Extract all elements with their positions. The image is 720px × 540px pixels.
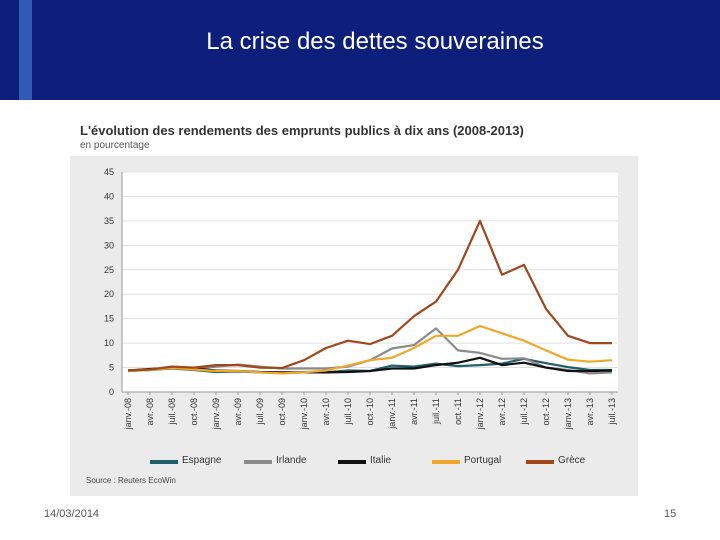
plot-area bbox=[122, 172, 618, 392]
series-line-portugal bbox=[127, 324, 613, 375]
x-tick-label: avr.-13 bbox=[585, 398, 595, 426]
y-tick-label: 45 bbox=[104, 167, 114, 177]
x-tick-label: janv.-12 bbox=[475, 398, 485, 430]
x-tick-label: juil.-13 bbox=[607, 398, 617, 426]
x-tick-label: juil.-12 bbox=[519, 398, 529, 426]
y-tick-label: 5 bbox=[109, 363, 114, 373]
y-tick-label: 20 bbox=[104, 289, 114, 299]
legend-label: Irlande bbox=[276, 455, 307, 466]
x-tick-label: janv.-13 bbox=[563, 398, 573, 430]
chart-legend: Espagne Irlande Italie Portugal Grèce bbox=[150, 455, 620, 469]
legend-swatch bbox=[338, 460, 366, 464]
x-tick-label: oct.-09 bbox=[277, 398, 287, 426]
legend-label: Espagne bbox=[182, 455, 222, 466]
y-tick-label: 15 bbox=[104, 314, 114, 324]
x-tick-label: janv.-08 bbox=[123, 398, 133, 430]
x-tick-label: avr.-10 bbox=[321, 398, 331, 426]
x-tick-label: janv.-10 bbox=[299, 398, 309, 430]
x-tick-label: juil.-11 bbox=[431, 398, 441, 425]
x-tick-label: oct.-08 bbox=[189, 398, 199, 426]
x-tick-label: juil.-09 bbox=[255, 398, 265, 426]
line-chart: 0 5 10 15 20 25 30 35 40 45 janv.-08 avr.-08 juil.-0… bbox=[104, 167, 618, 430]
slide-date: 14/03/2014 bbox=[44, 508, 100, 520]
slide-header bbox=[0, 0, 720, 100]
header-accent-bar bbox=[19, 0, 32, 100]
y-tick-label: 0 bbox=[109, 387, 114, 397]
x-tick-label: avr.-09 bbox=[233, 398, 243, 426]
legend-swatch bbox=[244, 460, 272, 464]
x-tick-label: janv.-09 bbox=[211, 398, 221, 430]
y-tick-label: 35 bbox=[104, 216, 114, 226]
legend-label: Italie bbox=[370, 455, 392, 466]
chart-subtitle: en pourcentage bbox=[80, 140, 150, 151]
x-tick-label: juil.-10 bbox=[343, 398, 353, 426]
x-tick-label: oct.-10 bbox=[365, 398, 375, 426]
x-tick-label: oct.-11 bbox=[453, 398, 463, 425]
x-tick-label: avr.-11 bbox=[409, 398, 419, 425]
series-line-grece bbox=[127, 219, 612, 372]
chart-figure: L'évolution des rendements des emprunts … bbox=[70, 118, 638, 496]
x-tick-label: avr.-08 bbox=[145, 398, 155, 426]
x-tick-label: oct.-12 bbox=[541, 398, 551, 426]
legend-swatch bbox=[432, 460, 460, 464]
y-tick-label: 30 bbox=[104, 240, 114, 250]
legend-label: Grèce bbox=[558, 455, 586, 466]
legend-swatch bbox=[526, 460, 554, 464]
slide-page-number: 15 bbox=[664, 508, 677, 520]
x-tick-label: janv.-11 bbox=[387, 398, 397, 430]
y-tick-label: 40 bbox=[104, 191, 114, 201]
y-tick-label: 25 bbox=[104, 265, 114, 275]
x-tick-label: avr.-12 bbox=[497, 398, 507, 426]
legend-swatch bbox=[150, 460, 178, 464]
chart-source: Source : Reuters EcoWin bbox=[86, 476, 176, 485]
legend-label: Portugal bbox=[464, 455, 502, 466]
x-tick-label: juil.-08 bbox=[167, 398, 177, 426]
chart-title: L'évolution des rendements des emprunts … bbox=[80, 123, 524, 138]
y-tick-label: 10 bbox=[104, 338, 114, 348]
slide-title: La crise des dettes souveraines bbox=[206, 28, 544, 55]
